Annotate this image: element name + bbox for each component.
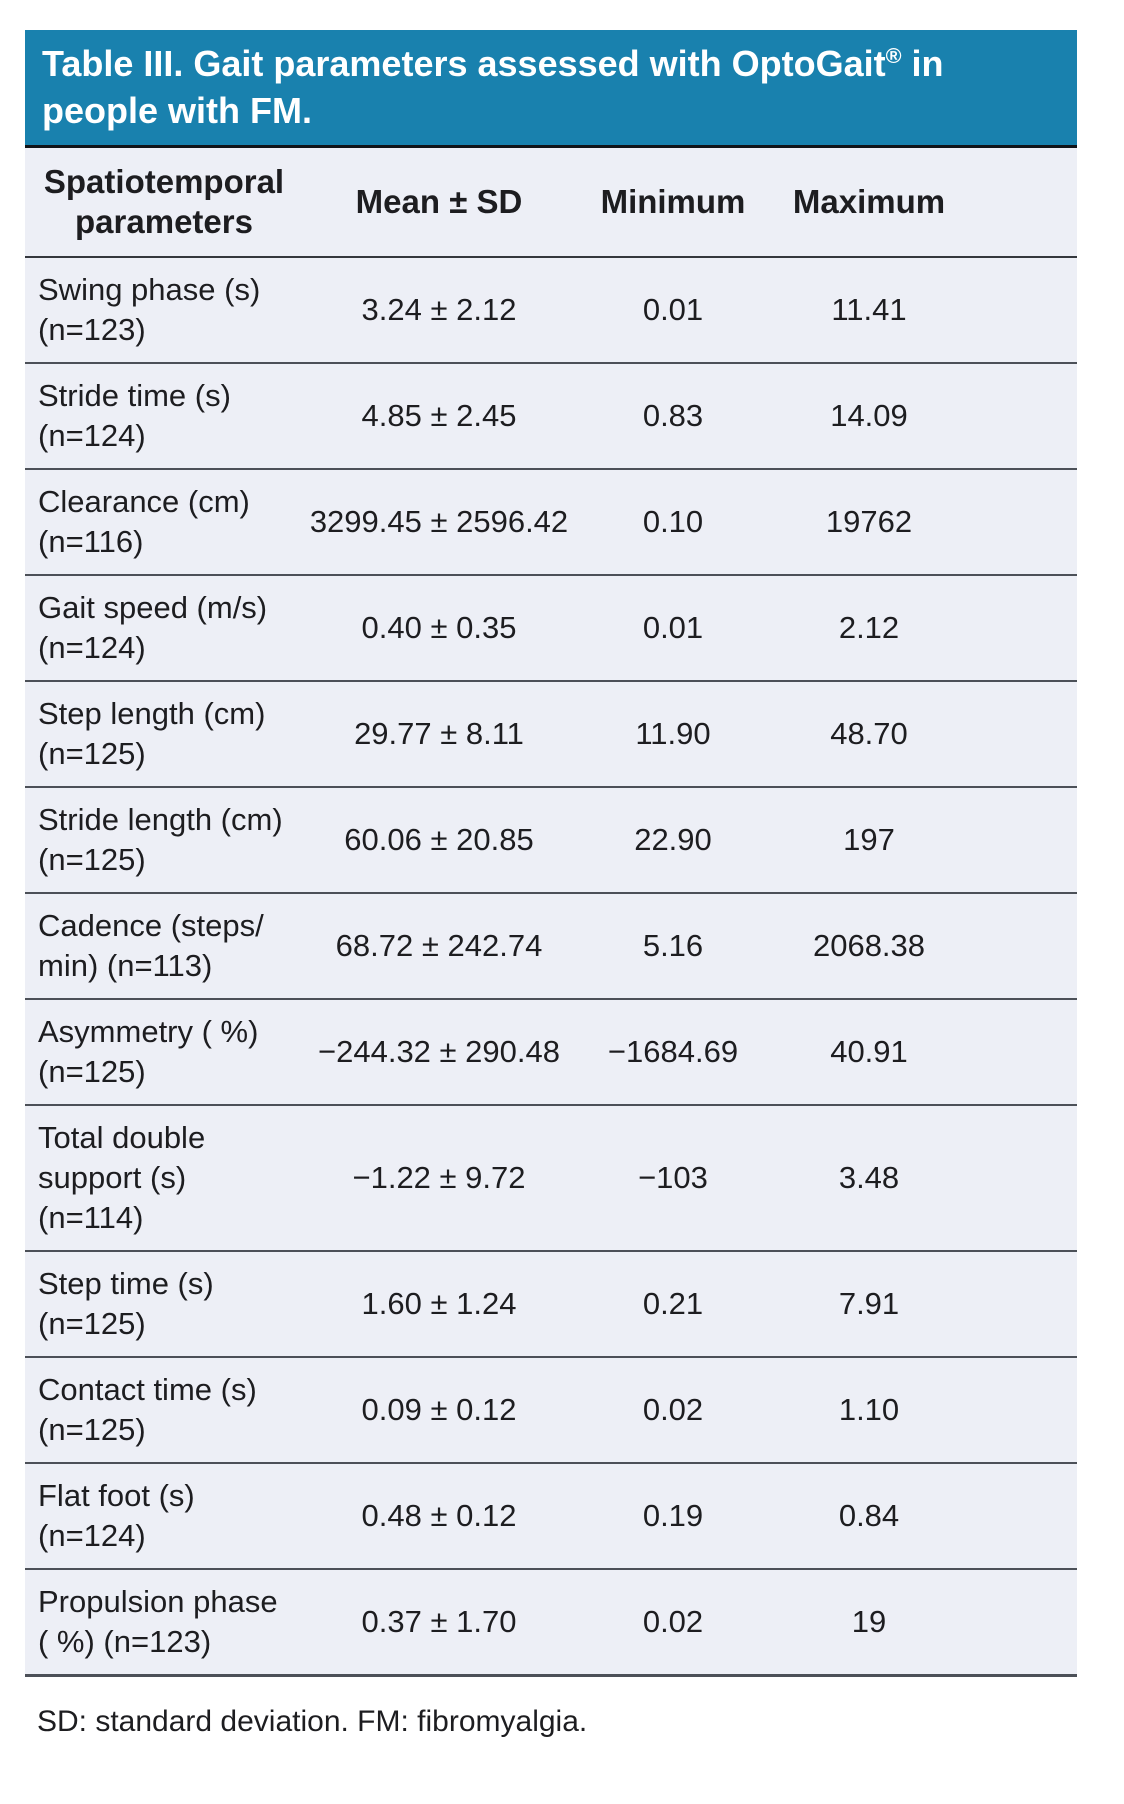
table-row: Propulsion phase ( %) (n=123) 0.37 ± 1.70… xyxy=(25,1569,1077,1676)
table-title-text: Table III. Gait parameters assessed with… xyxy=(42,43,886,84)
minimum-cell: 11.90 xyxy=(635,716,711,751)
mean-sd-cell: 3.24 ± 2.12 xyxy=(361,292,517,327)
mean-sd-cell: −244.32 ± 290.48 xyxy=(318,1034,560,1069)
parameter-cell: Clearance (cm) (n=116) xyxy=(38,484,250,559)
mean-sd-cell: 4.85 ± 2.45 xyxy=(361,398,517,433)
table-body: Swing phase (s) (n=123) 3.24 ± 2.12 0.01 11… xyxy=(25,257,1077,1676)
table-row: Stride length (cm) (n=125) 60.06 ± 20.85 2… xyxy=(25,787,1077,893)
column-header-maximum: Maximum xyxy=(792,183,946,220)
mean-sd-cell: 60.06 ± 20.85 xyxy=(344,822,534,857)
mean-sd-cell: 1.60 ± 1.24 xyxy=(361,1286,517,1321)
minimum-cell: 0.21 xyxy=(642,1286,704,1321)
maximum-cell: 0.84 xyxy=(838,1498,900,1533)
minimum-cell: 0.02 xyxy=(642,1604,704,1639)
mean-sd-cell: 3299.45 ± 2596.42 xyxy=(309,504,569,539)
parameter-cell: Stride time (s) (n=124) xyxy=(38,378,231,453)
maximum-cell: 19762 xyxy=(825,504,913,539)
maximum-cell: 48.70 xyxy=(830,716,908,751)
maximum-cell: 40.91 xyxy=(830,1034,908,1069)
table-row: Clearance (cm) (n=116) 3299.45 ± 2596.42 0… xyxy=(25,469,1077,575)
mean-sd-cell: 0.37 ± 1.70 xyxy=(361,1604,517,1639)
gait-parameters-table: Spatiotemporal parameters Mean ± SD Minimu… xyxy=(25,148,1077,1677)
spacer-cell xyxy=(967,787,1077,893)
spacer-cell xyxy=(967,1463,1077,1569)
spacer-cell xyxy=(967,1357,1077,1463)
minimum-cell: 0.83 xyxy=(642,398,704,433)
mean-sd-cell: 0.48 ± 0.12 xyxy=(361,1498,517,1533)
parameter-cell: Gait speed (m/s) (n=124) xyxy=(38,590,268,665)
parameter-cell: Asymmetry ( %) (n=125) xyxy=(38,1014,259,1089)
parameter-cell: Contact time (s) (n=125) xyxy=(38,1372,257,1447)
table-row: Flat foot (s) (n=124) 0.48 ± 0.12 0.19 0.84 xyxy=(25,1463,1077,1569)
minimum-cell: 0.10 xyxy=(642,504,704,539)
minimum-cell: −1684.69 xyxy=(607,1034,739,1069)
mean-sd-cell: 29.77 ± 8.11 xyxy=(354,716,524,751)
mean-sd-cell: 68.72 ± 242.74 xyxy=(335,928,543,963)
spacer-cell xyxy=(967,575,1077,681)
minimum-cell: 0.19 xyxy=(642,1498,704,1533)
column-header-mean_sd: Mean ± SD xyxy=(355,183,523,220)
parameter-cell: Swing phase (s) (n=123) xyxy=(38,272,261,347)
minimum-cell: 5.16 xyxy=(642,928,704,963)
spacer-cell xyxy=(967,257,1077,363)
table-row: Step length (cm) (n=125) 29.77 ± 8.11 11.9… xyxy=(25,681,1077,787)
minimum-cell: −103 xyxy=(638,1160,708,1195)
minimum-cell: 0.01 xyxy=(642,610,704,645)
parameter-cell: Stride length (cm) (n=125) xyxy=(38,802,283,877)
page: Table III. Gait parameters assessed with… xyxy=(0,30,1124,1804)
table-row: Total double support (s) (n=114) −1.22 ± … xyxy=(25,1105,1077,1251)
table-row: Cadence (steps/ min) (n=113) 68.72 ± 242.… xyxy=(25,893,1077,999)
table-header: Spatiotemporal parameters Mean ± SD Minimu… xyxy=(25,148,1077,257)
table-row: Contact time (s) (n=125) 0.09 ± 0.12 0.02 1… xyxy=(25,1357,1077,1463)
table-title-line2: people with FM. xyxy=(42,90,312,131)
spacer-cell xyxy=(967,681,1077,787)
table-footnote: SD: standard deviation. FM: fibromyalgia… xyxy=(37,1705,588,1738)
parameter-cell: Step time (s) (n=125) xyxy=(38,1266,214,1341)
spacer-cell xyxy=(967,363,1077,469)
maximum-cell: 2068.38 xyxy=(812,928,926,963)
maximum-cell: 1.10 xyxy=(838,1392,900,1427)
minimum-cell: 22.90 xyxy=(634,822,712,857)
gait-table-card: Table III. Gait parameters assessed with… xyxy=(25,30,1077,1677)
maximum-cell: 11.41 xyxy=(831,292,907,327)
spacer-cell xyxy=(967,1105,1077,1251)
table-row: Swing phase (s) (n=123) 3.24 ± 2.12 0.01 11… xyxy=(25,257,1077,363)
column-header-row: Spatiotemporal parameters Mean ± SD Minimu… xyxy=(25,148,1077,257)
maximum-cell: 3.48 xyxy=(838,1160,900,1195)
table-row: Stride time (s) (n=124) 4.85 ± 2.45 0.83 14… xyxy=(25,363,1077,469)
mean-sd-cell: 0.09 ± 0.12 xyxy=(361,1392,517,1427)
table-title-text-suffix: in xyxy=(901,43,944,84)
parameter-cell: Propulsion phase ( %) (n=123) xyxy=(38,1584,278,1659)
table-row: Asymmetry ( %) (n=125) −244.32 ± 290.48 −1… xyxy=(25,999,1077,1105)
parameter-cell: Total double support (s) (n=114) xyxy=(38,1120,206,1235)
table-title: Table III. Gait parameters assessed with… xyxy=(25,30,1077,148)
parameter-cell: Step length (cm) (n=125) xyxy=(38,696,266,771)
spacer-cell xyxy=(967,893,1077,999)
mean-sd-cell: 0.40 ± 0.35 xyxy=(361,610,517,645)
column-header-parameter: Spatiotemporal parameters xyxy=(43,163,285,240)
parameter-cell: Cadence (steps/ min) (n=113) xyxy=(38,908,264,983)
column-header-spacer xyxy=(967,148,1077,257)
maximum-cell: 197 xyxy=(843,822,895,857)
spacer-cell xyxy=(967,469,1077,575)
maximum-cell: 14.09 xyxy=(830,398,908,433)
maximum-cell: 2.12 xyxy=(838,610,900,645)
spacer-cell xyxy=(967,1569,1077,1676)
minimum-cell: 0.02 xyxy=(642,1392,704,1427)
spacer-cell xyxy=(967,1251,1077,1357)
minimum-cell: 0.01 xyxy=(642,292,704,327)
table-row: Step time (s) (n=125) 1.60 ± 1.24 0.21 7.91 xyxy=(25,1251,1077,1357)
registered-trademark-symbol: ® xyxy=(885,43,902,68)
mean-sd-cell: −1.22 ± 9.72 xyxy=(352,1160,526,1195)
parameter-cell: Flat foot (s) (n=124) xyxy=(38,1478,195,1553)
table-row: Gait speed (m/s) (n=124) 0.40 ± 0.35 0.01 2… xyxy=(25,575,1077,681)
spacer-cell xyxy=(967,999,1077,1105)
maximum-cell: 7.91 xyxy=(838,1286,900,1321)
maximum-cell: 19 xyxy=(851,1604,887,1639)
table-title-line1: Table III. Gait parameters assessed with… xyxy=(42,40,1059,87)
column-header-minimum: Minimum xyxy=(600,183,746,220)
